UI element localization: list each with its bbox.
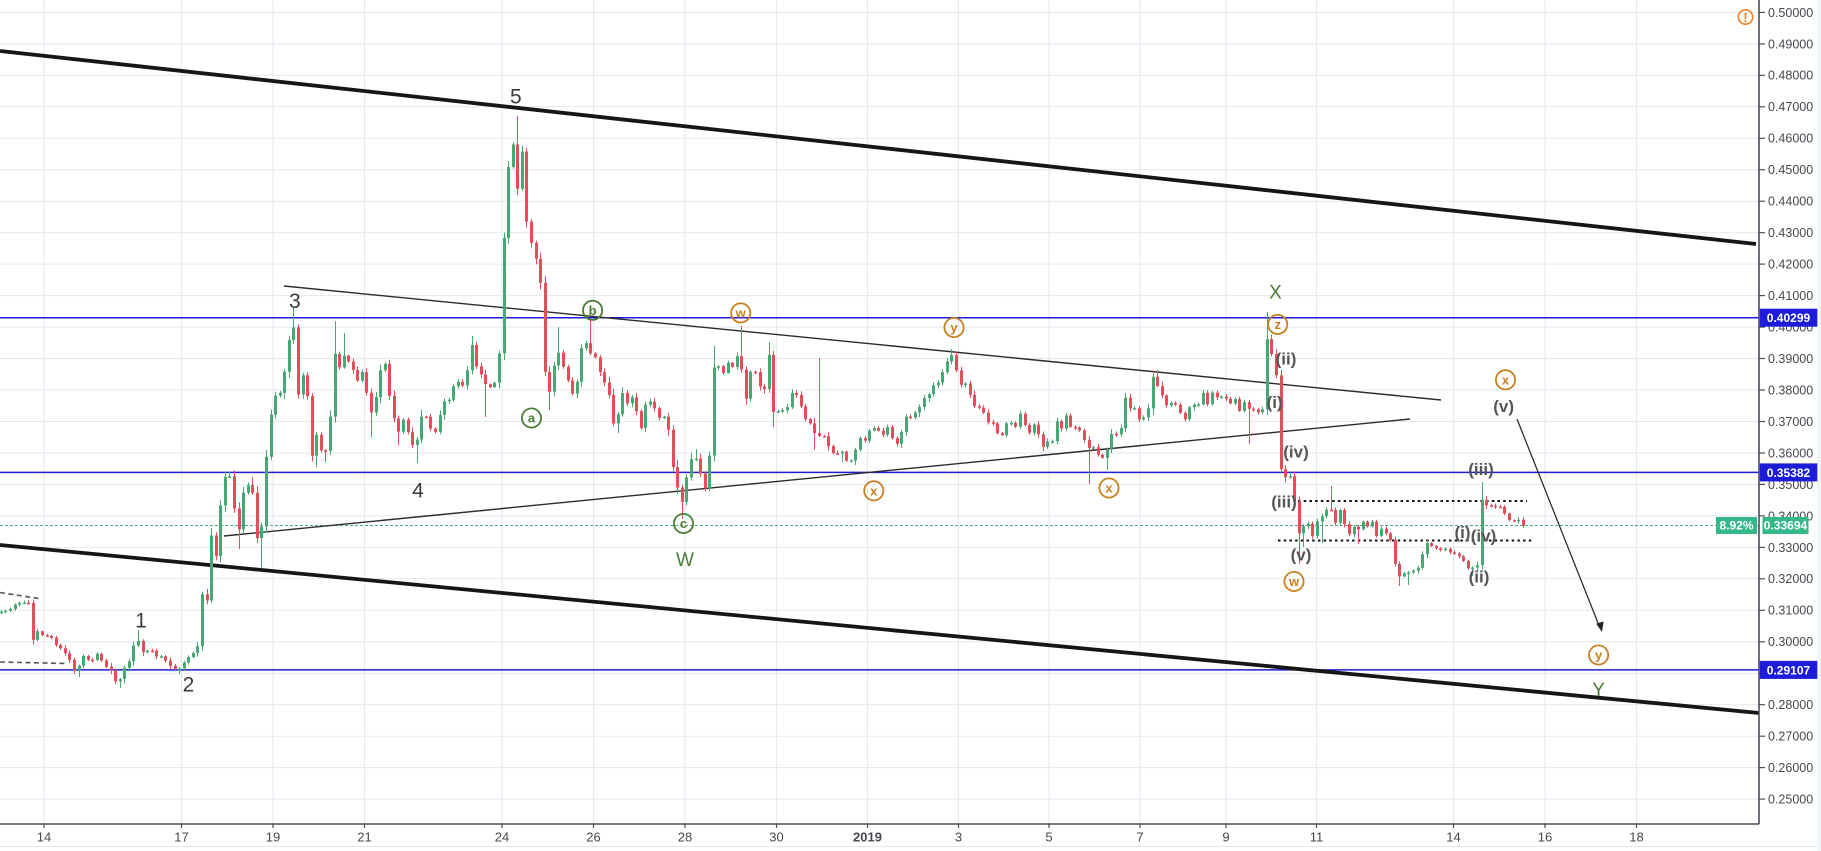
svg-text:0.28000: 0.28000 [1768, 698, 1813, 712]
svg-text:0.33694: 0.33694 [1764, 519, 1808, 533]
svg-text:(v): (v) [1493, 397, 1514, 416]
svg-text:9: 9 [1222, 830, 1229, 845]
svg-text:0.39000: 0.39000 [1768, 352, 1813, 366]
svg-text:w: w [735, 306, 747, 321]
svg-text:0.32000: 0.32000 [1768, 572, 1813, 586]
svg-text:5: 5 [510, 86, 522, 109]
svg-text:(iii): (iii) [1271, 493, 1297, 512]
svg-text:0.38000: 0.38000 [1768, 383, 1813, 397]
svg-text:3: 3 [955, 830, 962, 845]
svg-text:26: 26 [586, 830, 600, 845]
svg-text:0.45000: 0.45000 [1768, 163, 1813, 177]
svg-text:21: 21 [357, 830, 371, 845]
svg-text:5: 5 [1045, 830, 1052, 845]
svg-text:0.50000: 0.50000 [1768, 6, 1813, 20]
svg-text:(v): (v) [1291, 545, 1312, 564]
svg-text:0.26000: 0.26000 [1768, 761, 1813, 775]
svg-text:24: 24 [495, 830, 509, 845]
svg-text:Y: Y [1592, 680, 1605, 701]
svg-text:0.30000: 0.30000 [1768, 635, 1813, 649]
svg-text:(iv): (iv) [1471, 526, 1497, 545]
svg-text:z: z [1274, 317, 1281, 332]
svg-text:0.41000: 0.41000 [1768, 289, 1813, 303]
svg-text:0.48000: 0.48000 [1768, 69, 1813, 83]
svg-text:(ii): (ii) [1276, 350, 1297, 369]
svg-text:0.33000: 0.33000 [1768, 541, 1813, 555]
svg-text:0.43000: 0.43000 [1768, 226, 1813, 240]
svg-text:30: 30 [769, 830, 783, 845]
svg-text:W: W [676, 550, 694, 571]
svg-text:(iv): (iv) [1283, 443, 1309, 462]
svg-text:x: x [1105, 481, 1113, 496]
svg-text:0.31000: 0.31000 [1768, 604, 1813, 618]
svg-text:0.36000: 0.36000 [1768, 446, 1813, 460]
svg-text:2: 2 [183, 674, 195, 697]
svg-text:(iii): (iii) [1468, 460, 1494, 479]
svg-text:0.49000: 0.49000 [1768, 37, 1813, 51]
svg-text:14: 14 [37, 830, 51, 845]
svg-text:0.47000: 0.47000 [1768, 100, 1813, 114]
svg-text:(ii): (ii) [1469, 567, 1490, 586]
svg-text:0.27000: 0.27000 [1768, 730, 1813, 744]
svg-text:14: 14 [1446, 830, 1460, 845]
svg-text:19: 19 [266, 830, 280, 845]
svg-text:0.37000: 0.37000 [1768, 415, 1813, 429]
svg-text:16: 16 [1538, 830, 1552, 845]
svg-text:(i): (i) [1267, 393, 1283, 412]
svg-text:0.44000: 0.44000 [1768, 195, 1813, 209]
svg-text:0.42000: 0.42000 [1768, 258, 1813, 272]
svg-text:17: 17 [174, 830, 188, 845]
svg-text:1: 1 [135, 610, 147, 633]
svg-text:b: b [589, 303, 597, 318]
svg-text:3: 3 [289, 290, 301, 313]
svg-text:0.29107: 0.29107 [1767, 663, 1811, 677]
svg-text:4: 4 [412, 479, 424, 502]
svg-text:0.35382: 0.35382 [1767, 466, 1811, 480]
svg-text:!: ! [1743, 10, 1747, 25]
svg-text:a: a [528, 411, 536, 426]
svg-text:y: y [950, 320, 958, 335]
svg-text:18: 18 [1629, 830, 1643, 845]
svg-text:(i): (i) [1454, 523, 1470, 542]
svg-text:y: y [1595, 648, 1603, 663]
svg-text:w: w [1288, 574, 1300, 589]
svg-text:7: 7 [1136, 830, 1143, 845]
svg-text:0.25000: 0.25000 [1768, 793, 1813, 807]
svg-text:x: x [870, 483, 878, 498]
svg-text:0.46000: 0.46000 [1768, 132, 1813, 146]
svg-text:x: x [1502, 372, 1510, 387]
svg-text:28: 28 [678, 830, 692, 845]
svg-text:0.40299: 0.40299 [1767, 311, 1811, 325]
svg-text:X: X [1269, 283, 1282, 304]
svg-text:11: 11 [1310, 830, 1324, 845]
svg-text:c: c [680, 516, 687, 531]
svg-text:8.92%: 8.92% [1719, 519, 1753, 533]
svg-text:2019: 2019 [853, 830, 882, 845]
